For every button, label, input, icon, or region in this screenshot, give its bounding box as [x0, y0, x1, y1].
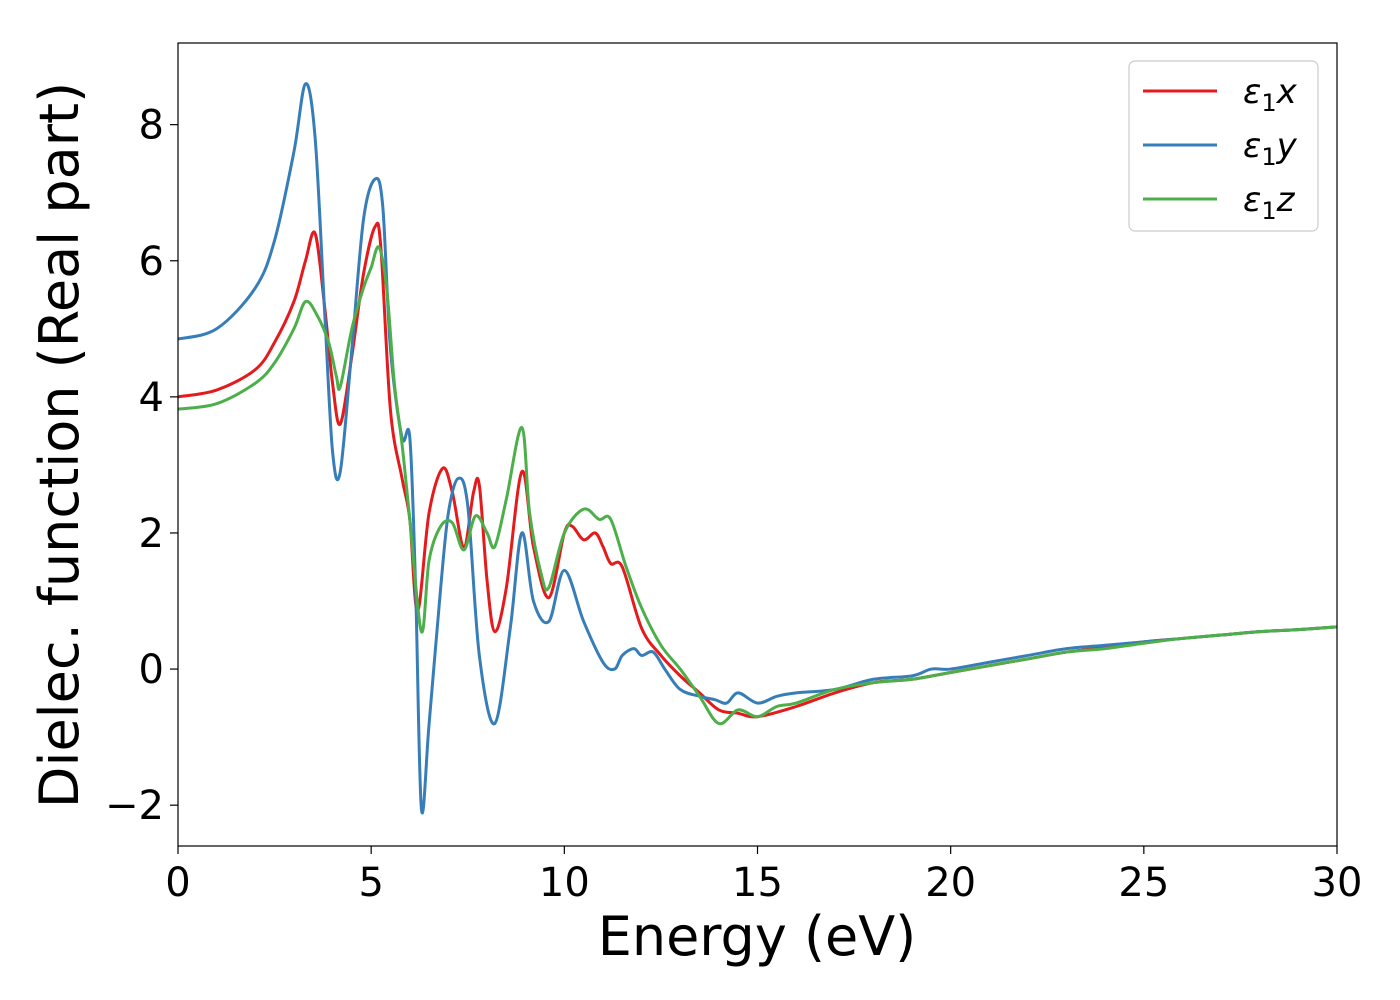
series-line-z [178, 245, 1337, 726]
legend-label-base: ε [1243, 72, 1261, 112]
legend-label-z: ε1z [1243, 180, 1296, 225]
y-tick-label: 4 [139, 375, 164, 421]
y-tick-label: 0 [139, 647, 164, 693]
series-line-x [178, 221, 1337, 719]
x-axis-ticks: 0 5 10 15 20 25 30 [165, 846, 1362, 906]
x-tick-label: 25 [1118, 860, 1169, 906]
y-axis-label: Dielec. function (Real part) [28, 82, 91, 808]
y-tick-label: 2 [139, 511, 164, 557]
plot-area [178, 82, 1337, 815]
x-axis-label: Energy (eV) [598, 905, 917, 968]
y-tick-label: −2 [105, 783, 164, 829]
legend-label-x: ε1x [1243, 72, 1298, 117]
legend-label-subscript: 1 [1261, 143, 1276, 171]
x-tick-label: 30 [1312, 860, 1363, 906]
legend-label-y: ε1y [1243, 126, 1298, 171]
legend-label-suffix: z [1276, 180, 1296, 220]
x-tick-label: 10 [539, 860, 590, 906]
y-tick-label: 8 [139, 103, 164, 149]
y-tick-label: 6 [139, 239, 164, 285]
legend-label-subscript: 1 [1261, 197, 1276, 225]
series-line-y [178, 82, 1337, 815]
legend-label-base: ε [1243, 126, 1261, 166]
y-axis-ticks: −2 0 2 4 6 8 [105, 103, 178, 829]
legend-label-base: ε [1243, 180, 1261, 220]
legend-box [1128, 60, 1319, 232]
legend-label-suffix: y [1276, 126, 1298, 166]
x-tick-label: 0 [165, 860, 190, 906]
x-tick-label: 15 [732, 860, 783, 906]
x-tick-label: 20 [925, 860, 976, 906]
legend-label-subscript: 1 [1261, 89, 1276, 117]
legend-label-suffix: x [1276, 72, 1298, 112]
x-tick-label: 5 [358, 860, 383, 906]
